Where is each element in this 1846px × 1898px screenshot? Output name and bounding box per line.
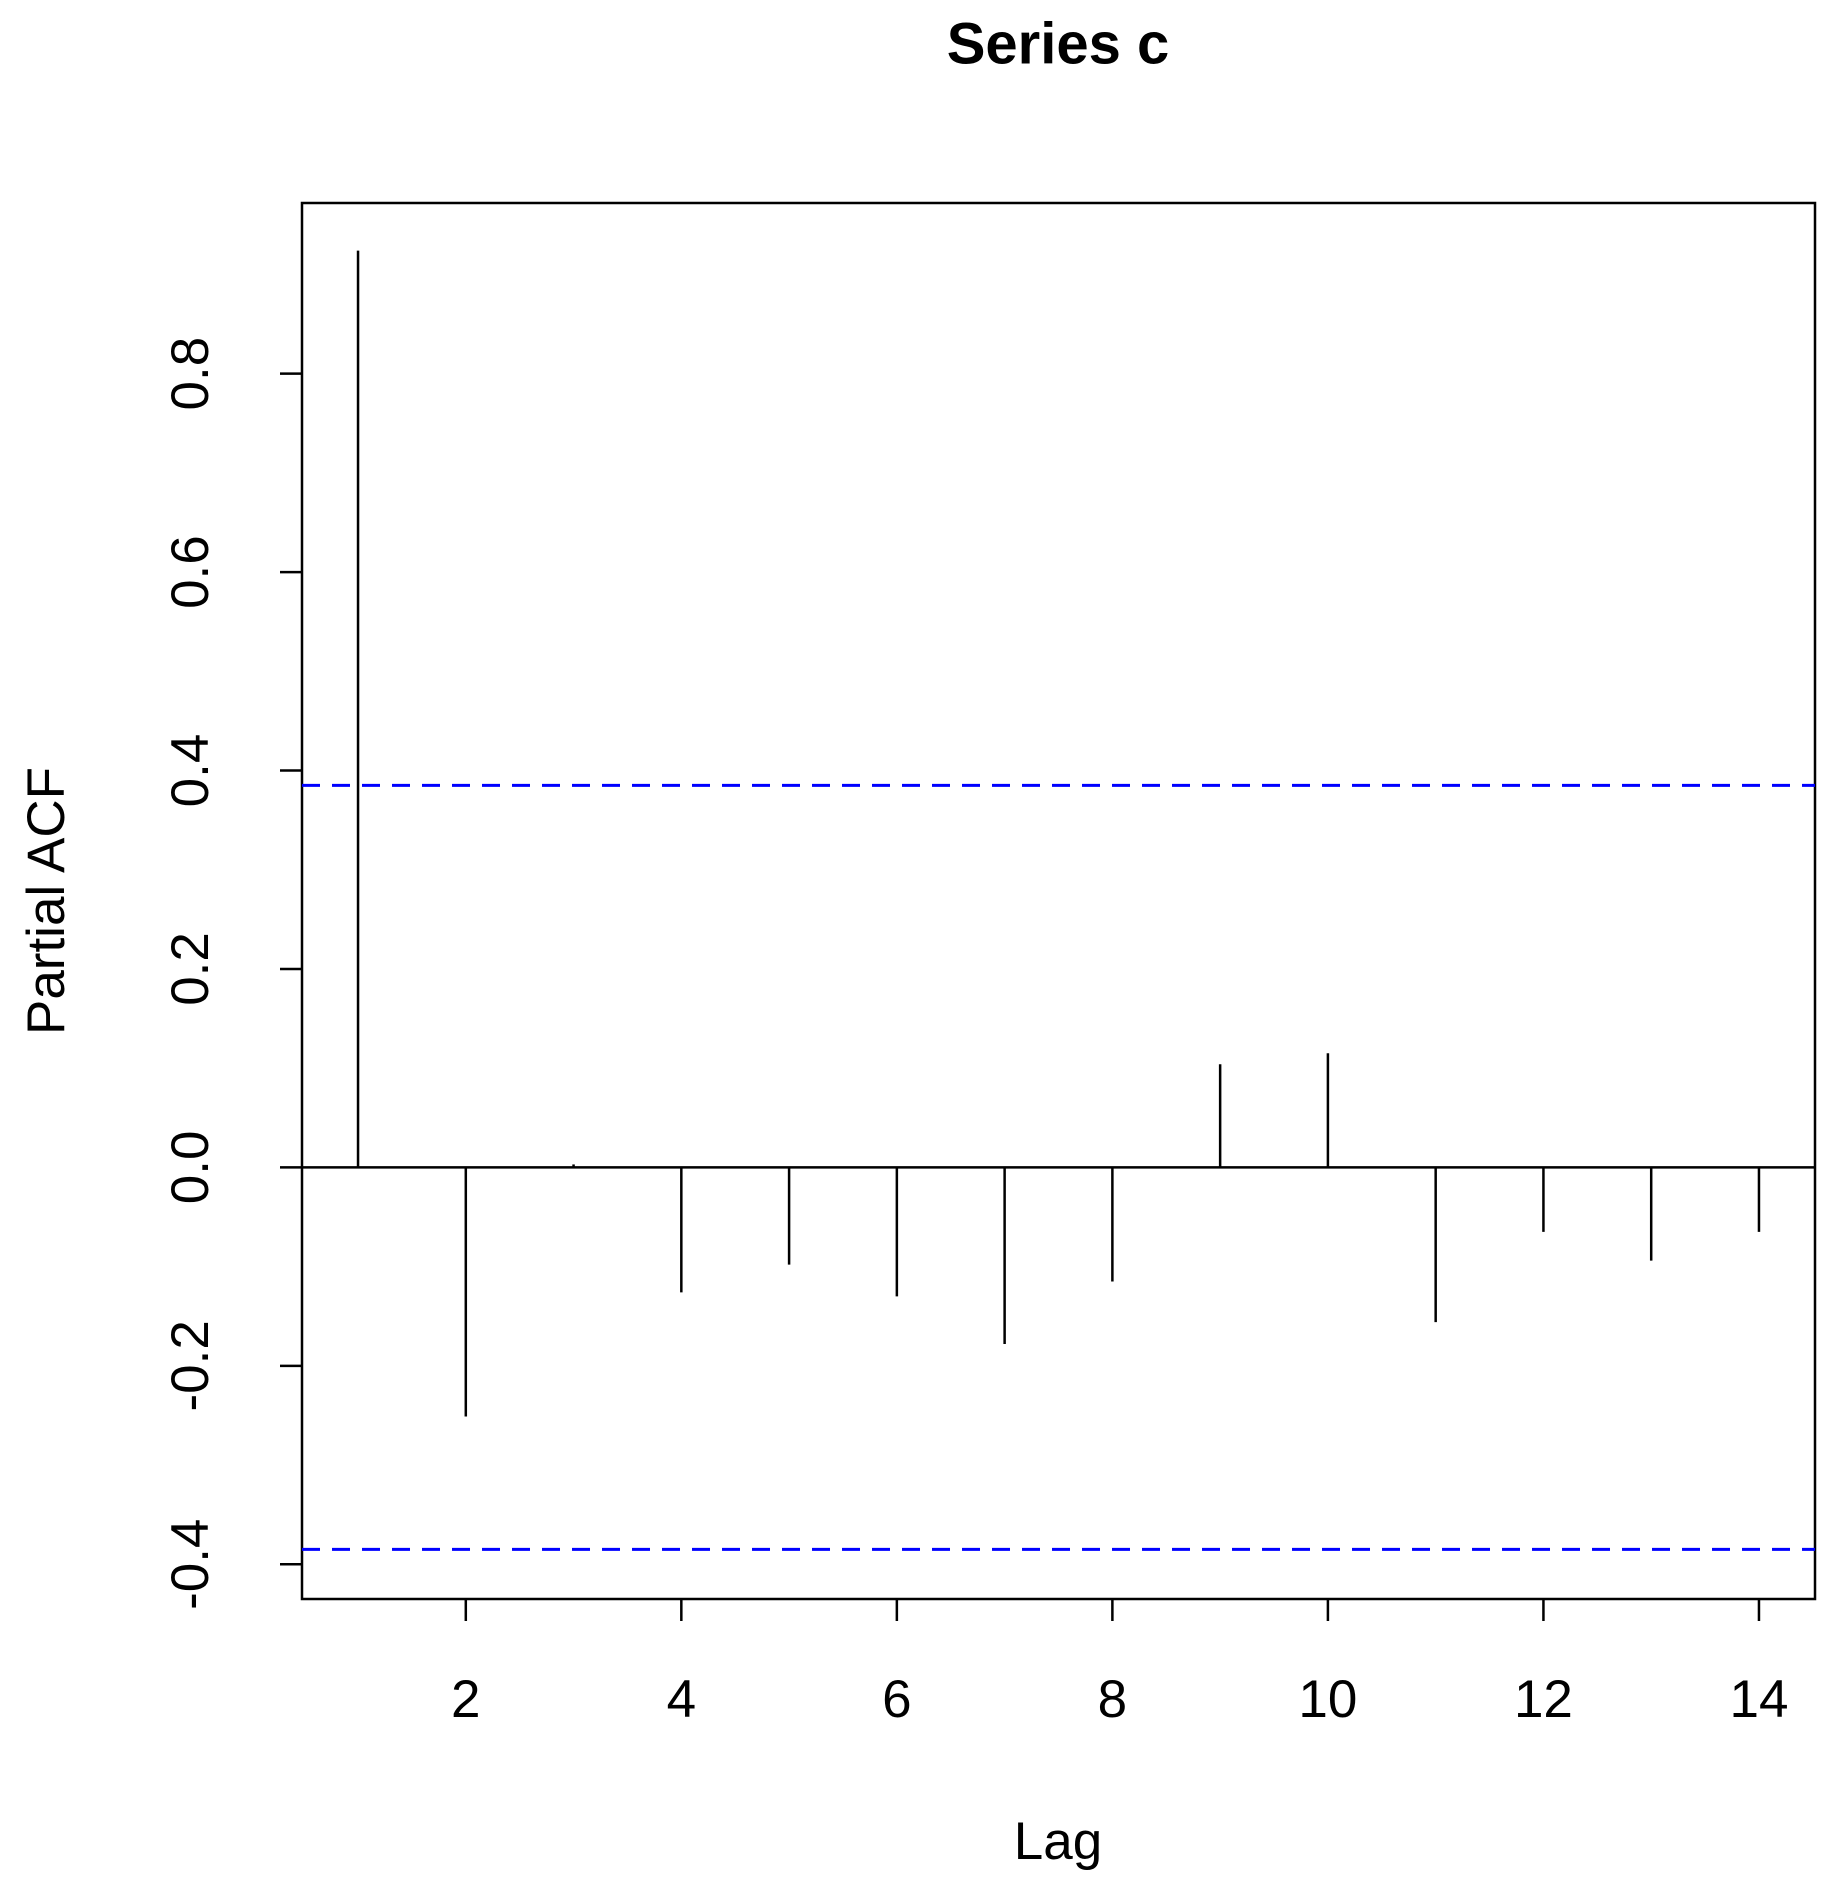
- y-tick-label: 0.4: [161, 734, 220, 808]
- y-tick-label: -0.2: [161, 1320, 220, 1411]
- plot-frame: [300, 201, 1817, 1601]
- chart-title: Series c: [947, 11, 1170, 76]
- y-tick-label: 0.8: [161, 337, 220, 411]
- y-axis-label: Partial ACF: [17, 767, 76, 1035]
- x-tick-label: 6: [882, 1670, 911, 1729]
- y-tick-label: 0.0: [161, 1131, 220, 1205]
- y-tick-label: 0.6: [161, 535, 220, 609]
- x-tick-label: 12: [1514, 1670, 1573, 1729]
- x-tick-label: 2: [451, 1670, 480, 1729]
- x-tick-label: 4: [667, 1670, 696, 1729]
- y-tick-label: -0.4: [161, 1519, 220, 1610]
- y-tick-label: 0.2: [161, 932, 220, 1006]
- x-tick-label: 14: [1729, 1670, 1788, 1729]
- x-tick-label: 8: [1098, 1670, 1127, 1729]
- x-tick-label: 10: [1298, 1670, 1357, 1729]
- x-axis-label: Lag: [1014, 1812, 1102, 1871]
